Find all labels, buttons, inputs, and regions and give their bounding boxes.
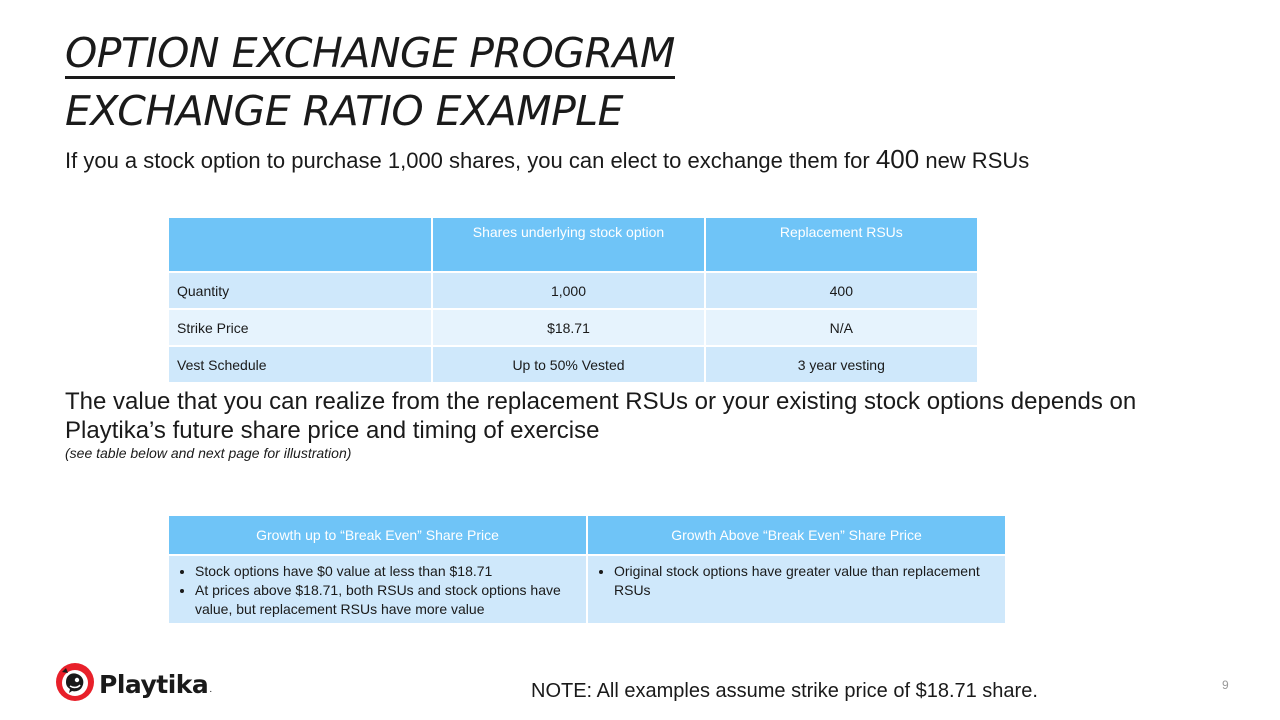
slide-title: OPTION EXCHANGE PROGRAM EXCHANGE RATIO E… — [65, 26, 675, 138]
cell-growth-up-to: Stock options have $0 value at less than… — [167, 554, 588, 625]
bullet-list: Original stock options have greater valu… — [596, 562, 997, 600]
table-header-empty — [166, 216, 434, 273]
bullet-list: Stock options have $0 value at less than… — [177, 562, 578, 619]
illustration-note: (see table below and next page for illus… — [65, 445, 352, 461]
footer-note: NOTE: All examples assume strike price o… — [531, 680, 1038, 702]
break-even-table: Growth up to “Break Even” Share Price Gr… — [167, 514, 1007, 625]
row-label: Strike Price — [166, 308, 434, 347]
playtika-logo-icon — [55, 662, 95, 707]
row-option-value: 1,000 — [431, 271, 706, 310]
row-option-value: Up to 50% Vested — [431, 345, 706, 384]
list-item: At prices above $18.71, both RSUs and st… — [195, 581, 578, 619]
list-item: Stock options have $0 value at less than… — [195, 562, 578, 581]
logo-wordmark: Playtika — [99, 670, 209, 699]
table-header-row: Growth up to “Break Even” Share Price Gr… — [167, 514, 1007, 556]
logo-dot: . — [209, 684, 213, 695]
subtitle-highlight: 400 — [875, 144, 920, 174]
playtika-logo: Playtika . — [55, 662, 212, 707]
table-header-option: Shares underlying stock option — [431, 216, 706, 273]
row-label: Quantity — [166, 271, 434, 310]
subtitle: If you a stock option to purchase 1,000 … — [65, 144, 1029, 175]
row-rsu-value: 400 — [703, 271, 980, 310]
subtitle-after: new RSUs — [919, 148, 1030, 173]
table-row: Strike Price $18.71 N/A — [166, 308, 980, 347]
exchange-ratio-table: Shares underlying stock option Replaceme… — [166, 216, 980, 384]
row-rsu-value: 3 year vesting — [703, 345, 980, 384]
table-row: Vest Schedule Up to 50% Vested 3 year ve… — [166, 345, 980, 384]
table-header-rsu: Replacement RSUs — [703, 216, 980, 273]
cell-growth-above: Original stock options have greater valu… — [586, 554, 1007, 625]
row-rsu-value: N/A — [703, 308, 980, 347]
header-growth-up-to: Growth up to “Break Even” Share Price — [167, 514, 588, 556]
table-row: Quantity 1,000 400 — [166, 271, 980, 310]
subtitle-before: If you a stock option to purchase 1,000 … — [65, 148, 876, 173]
title-line-2: EXCHANGE RATIO EXAMPLE — [65, 87, 624, 135]
row-option-value: $18.71 — [431, 308, 706, 347]
table-row: Stock options have $0 value at less than… — [167, 554, 1007, 625]
row-label: Vest Schedule — [166, 345, 434, 384]
table-header-row: Shares underlying stock option Replaceme… — [166, 216, 980, 273]
title-line-1: OPTION EXCHANGE PROGRAM — [65, 29, 675, 79]
list-item: Original stock options have greater valu… — [614, 562, 997, 600]
header-growth-above: Growth Above “Break Even” Share Price — [586, 514, 1007, 556]
page-number: 9 — [1222, 678, 1229, 692]
value-paragraph: The value that you can realize from the … — [65, 388, 1137, 444]
